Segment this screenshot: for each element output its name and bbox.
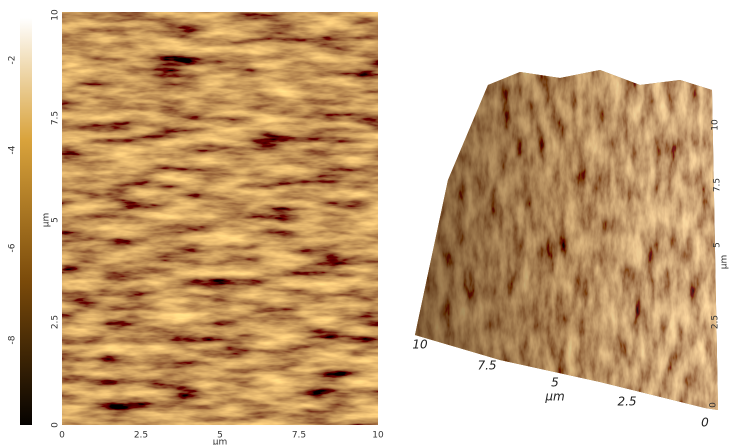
- surface-shade: [415, 70, 718, 410]
- side-tick-label: 10: [711, 119, 721, 131]
- side-tick-label: 0: [709, 402, 719, 408]
- front-tick-label: 5: [551, 376, 559, 390]
- colorbar-tick: -2: [8, 56, 18, 65]
- front-unit: µm: [544, 390, 564, 404]
- side-tick-label: 2.5: [711, 315, 721, 329]
- colorbar-tick: -8: [8, 335, 18, 344]
- y-tick-label: 7.5: [51, 111, 61, 125]
- y-tick-label: 5: [51, 217, 61, 223]
- x-unit: µm: [213, 438, 228, 445]
- front-tick-label: 10: [412, 338, 428, 352]
- labels: -2 -4 -6 -8 10 7.5 5 2.5 0 µm 0 2.5 5 7.5 10 µm 10 7.5 5 2.…: [8, 9, 729, 445]
- x-tick-label: 5: [217, 431, 223, 441]
- y-tick-label: 0: [51, 422, 61, 428]
- side-tick-label: 7.5: [713, 178, 723, 192]
- front-tick-label: 2.5: [617, 395, 636, 409]
- side-unit: µm: [720, 255, 729, 270]
- colorbar-tick: -6: [8, 243, 18, 252]
- surface-3d: [415, 70, 718, 410]
- front-tick-label: 0: [701, 416, 709, 430]
- x-tick-label: 10: [372, 431, 384, 441]
- front-tick-label: 7.5: [477, 359, 496, 373]
- colorbar-tick: -4: [8, 145, 18, 154]
- side-tick-label: 5: [713, 242, 723, 248]
- afm-texture: [62, 12, 378, 425]
- y-unit: µm: [42, 213, 52, 228]
- x-tick-label: 7.5: [292, 431, 306, 441]
- y-tick-label: 10: [51, 9, 61, 21]
- colorbar: [20, 18, 32, 425]
- x-tick-label: 0: [59, 431, 65, 441]
- y-tick-label: 2.5: [51, 315, 61, 329]
- x-tick-label: 2.5: [134, 431, 148, 441]
